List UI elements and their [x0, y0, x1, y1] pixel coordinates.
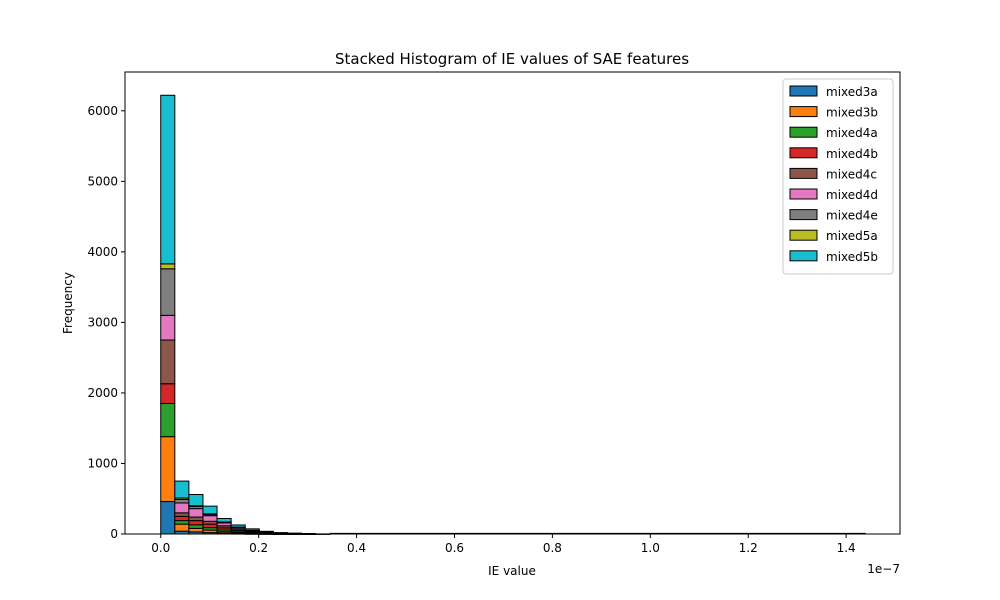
legend-swatch-mixed3a [789, 85, 818, 97]
legend: mixed3a mixed3b mixed4a mixed4b mixed4c mixed… [782, 78, 894, 275]
bar-mixed4c-bin-0 [160, 339, 176, 385]
x-tick-label: 0.6 [445, 541, 464, 555]
bar-mixed4c-bin-1 [174, 512, 190, 517]
y-tick-label: 0 [110, 527, 118, 541]
legend-label-mixed5b: mixed5b [826, 250, 878, 264]
y-tick-label: 2000 [87, 386, 118, 400]
legend-label-mixed4e: mixed4e [826, 209, 878, 223]
legend-swatch-mixed4b [789, 147, 818, 159]
bar-mixed4d-bin-2 [188, 508, 204, 518]
bar-mixed4c-bin-2 [188, 516, 204, 522]
legend-label-mixed4d: mixed4d [826, 188, 878, 202]
bar-mixed4d-bin-1 [174, 502, 190, 514]
bar-mixed5b-bin-4 [216, 517, 232, 523]
bar-mixed4b-bin-0 [160, 383, 176, 405]
bar-mixed4a-bin-2 [188, 524, 204, 529]
chart-title: Stacked Histogram of IE values of SAE fe… [335, 50, 689, 68]
y-tick-label: 4000 [87, 245, 118, 259]
x-axis-offset-label: 1e−7 [867, 562, 900, 576]
bar-mixed5b-bin-1 [174, 480, 190, 499]
plot-frame [124, 71, 901, 535]
bar-mixed4b-bin-2 [188, 520, 204, 526]
bar-mixed4a-bin-1 [174, 520, 190, 525]
legend-swatch-mixed4c [789, 167, 818, 179]
x-tick-label: 0.2 [249, 541, 268, 555]
bar-mixed5b-bin-0 [160, 94, 176, 265]
legend-swatch-mixed4a [789, 126, 818, 138]
x-tick-label: 1.0 [641, 541, 660, 555]
legend-label-mixed4b: mixed4b [826, 147, 878, 161]
x-axis-label: IE value [488, 564, 536, 578]
plot-area [160, 94, 866, 535]
series-mixed4d [160, 314, 317, 535]
bar-mixed4e-bin-0 [160, 268, 176, 316]
x-tick-label: 0.4 [347, 541, 366, 555]
y-tick-label: 3000 [87, 315, 118, 329]
bar-mixed4b-bin-3 [202, 523, 218, 529]
bar-mixed4d-bin-3 [202, 515, 218, 522]
y-tick-label: 1000 [87, 456, 118, 470]
bar-mixed5b-bin-6 [244, 528, 260, 531]
bar-mixed5b-bin-5 [230, 524, 246, 528]
legend-label-mixed4a: mixed4a [826, 126, 878, 140]
legend-swatch-mixed5b [789, 250, 818, 262]
y-axis: 0 1000 2000 3000 4000 5000 6000 [87, 104, 125, 541]
y-tick-label: 5000 [87, 174, 118, 188]
bar-mixed3b-bin-2 [188, 527, 204, 533]
bar-mixed4a-bin-0 [160, 403, 176, 438]
x-tick-label: 0.8 [543, 541, 562, 555]
legend-swatch-mixed5a [789, 229, 818, 241]
y-tick-label: 6000 [87, 104, 118, 118]
legend-label-mixed5a: mixed5a [826, 229, 878, 243]
legend-label-mixed3b: mixed3b [826, 106, 878, 120]
legend-swatch-mixed4d [789, 188, 818, 200]
x-axis: 0.0 0.2 0.4 0.6 0.8 1.0 1.2 1.4 [151, 534, 856, 555]
bar-mixed5a-bin-0 [160, 263, 176, 270]
x-tick-label: 1.2 [739, 541, 758, 555]
bar-mixed4d-bin-0 [160, 314, 176, 341]
x-tick-label: 0.0 [151, 541, 170, 555]
x-tick-label: 1.4 [837, 541, 856, 555]
y-axis-label: Frequency [61, 272, 75, 334]
bar-mixed4b-bin-1 [174, 515, 190, 522]
bar-mixed5b-bin-7 [258, 530, 274, 533]
bar-mixed4e-bin-1 [174, 498, 190, 504]
legend-label-mixed3a: mixed3a [826, 85, 878, 99]
bar-mixed5b-bin-8 [272, 532, 288, 534]
legend-swatch-mixed3b [789, 106, 818, 118]
legend-label-mixed4c: mixed4c [826, 167, 877, 181]
bar-mixed3b-bin-0 [160, 436, 176, 503]
bar-mixed5b-bin-3 [202, 505, 218, 515]
bar-mixed3a-bin-0 [160, 501, 176, 535]
legend-swatch-mixed4e [789, 209, 818, 221]
series-mixed5b [160, 94, 331, 535]
bar-mixed3b-bin-1 [174, 523, 190, 532]
bar-mixed5b-bin-2 [188, 494, 204, 507]
